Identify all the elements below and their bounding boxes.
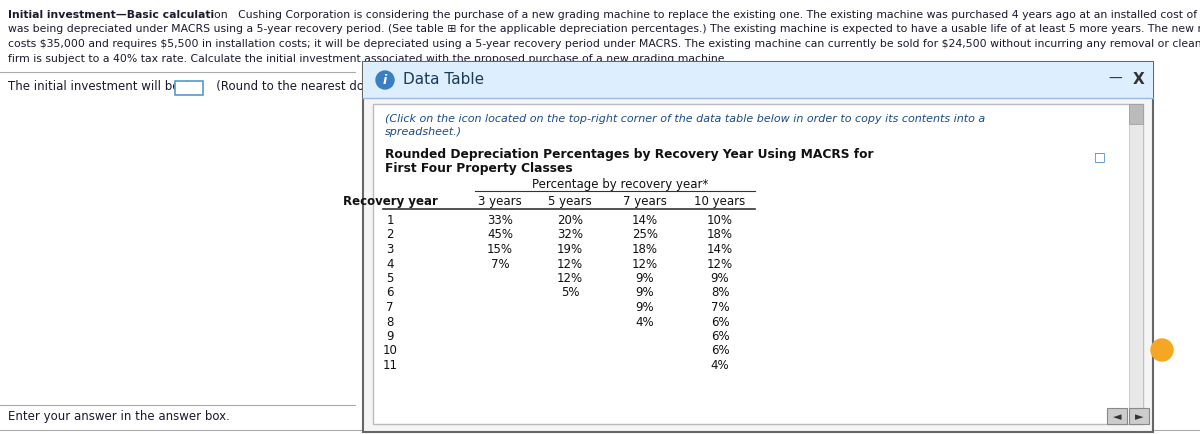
- Text: 18%: 18%: [632, 243, 658, 256]
- Text: on   Cushing Corporation is considering the purchase of a new grading machine to: on Cushing Corporation is considering th…: [214, 10, 1200, 20]
- Text: ◄: ◄: [1112, 412, 1121, 422]
- Text: 8: 8: [386, 316, 394, 329]
- Text: 6%: 6%: [710, 345, 730, 358]
- Text: □: □: [1094, 150, 1105, 163]
- Text: Data Table: Data Table: [403, 72, 484, 86]
- Text: Rounded Depreciation Percentages by Recovery Year Using MACRS for: Rounded Depreciation Percentages by Reco…: [385, 148, 874, 161]
- Text: 1: 1: [386, 214, 394, 227]
- Text: The initial investment will be $: The initial investment will be $: [8, 80, 191, 93]
- Text: 7: 7: [386, 301, 394, 314]
- Text: 15%: 15%: [487, 243, 514, 256]
- Text: 4%: 4%: [636, 316, 654, 329]
- Text: was being depreciated under MACRS using a 5-year recovery period. (See table ⊞ f: was being depreciated under MACRS using …: [8, 24, 1200, 34]
- Text: 25%: 25%: [632, 228, 658, 241]
- FancyBboxPatch shape: [175, 81, 203, 95]
- Text: First Four Property Classes: First Four Property Classes: [385, 162, 572, 175]
- Text: (Round to the nearest dollar.): (Round to the nearest dollar.): [205, 80, 390, 93]
- Text: 6: 6: [386, 286, 394, 299]
- Text: Enter your answer in the answer box.: Enter your answer in the answer box.: [8, 410, 230, 423]
- Text: 6%: 6%: [710, 316, 730, 329]
- Text: 10%: 10%: [707, 214, 733, 227]
- FancyBboxPatch shape: [1108, 408, 1127, 424]
- Circle shape: [1151, 339, 1174, 361]
- Text: 2: 2: [386, 228, 394, 241]
- Text: 11: 11: [383, 359, 397, 372]
- Text: 18%: 18%: [707, 228, 733, 241]
- Text: ►: ►: [1135, 412, 1144, 422]
- Text: 12%: 12%: [707, 257, 733, 270]
- Text: 10: 10: [383, 345, 397, 358]
- FancyBboxPatch shape: [373, 104, 1142, 424]
- Text: 4%: 4%: [710, 359, 730, 372]
- Text: 33%: 33%: [487, 214, 512, 227]
- Text: 5 years: 5 years: [548, 195, 592, 208]
- Text: 7%: 7%: [710, 301, 730, 314]
- Text: 4: 4: [386, 257, 394, 270]
- Text: 32%: 32%: [557, 228, 583, 241]
- FancyBboxPatch shape: [1129, 104, 1142, 124]
- Text: spreadsheet.): spreadsheet.): [385, 127, 462, 137]
- Text: 8%: 8%: [710, 286, 730, 299]
- Text: 14%: 14%: [707, 243, 733, 256]
- Text: Recovery year: Recovery year: [342, 195, 438, 208]
- Text: 7%: 7%: [491, 257, 509, 270]
- Text: 5%: 5%: [560, 286, 580, 299]
- FancyBboxPatch shape: [364, 62, 1153, 98]
- Text: firm is subject to a 40% tax rate. Calculate the initial investment associated w: firm is subject to a 40% tax rate. Calcu…: [8, 53, 728, 63]
- Text: 12%: 12%: [557, 272, 583, 285]
- Text: 9%: 9%: [636, 301, 654, 314]
- Text: 9%: 9%: [710, 272, 730, 285]
- Text: i: i: [383, 73, 388, 86]
- Text: 45%: 45%: [487, 228, 514, 241]
- FancyBboxPatch shape: [1129, 408, 1150, 424]
- Text: 9%: 9%: [636, 272, 654, 285]
- Text: 3: 3: [386, 243, 394, 256]
- Text: —: —: [1108, 72, 1122, 86]
- Text: 19%: 19%: [557, 243, 583, 256]
- Text: 9%: 9%: [636, 286, 654, 299]
- Text: Percentage by recovery year*: Percentage by recovery year*: [532, 178, 708, 191]
- Text: 14%: 14%: [632, 214, 658, 227]
- Text: X: X: [1133, 72, 1145, 86]
- Circle shape: [376, 71, 394, 89]
- FancyBboxPatch shape: [364, 62, 1153, 432]
- Text: 9: 9: [386, 330, 394, 343]
- FancyBboxPatch shape: [1129, 104, 1142, 424]
- Text: costs $35,000 and requires $5,500 in installation costs; it will be depreciated : costs $35,000 and requires $5,500 in ins…: [8, 39, 1200, 49]
- Text: 6%: 6%: [710, 330, 730, 343]
- Text: 5: 5: [386, 272, 394, 285]
- Text: 12%: 12%: [557, 257, 583, 270]
- Text: Initial investment—Basic calculati: Initial investment—Basic calculati: [8, 10, 214, 20]
- Text: 3 years: 3 years: [478, 195, 522, 208]
- Text: 10 years: 10 years: [695, 195, 745, 208]
- Text: 12%: 12%: [632, 257, 658, 270]
- Text: (Click on the icon located on the top-right corner of the data table below in or: (Click on the icon located on the top-ri…: [385, 114, 985, 124]
- Text: 20%: 20%: [557, 214, 583, 227]
- Text: 7 years: 7 years: [623, 195, 667, 208]
